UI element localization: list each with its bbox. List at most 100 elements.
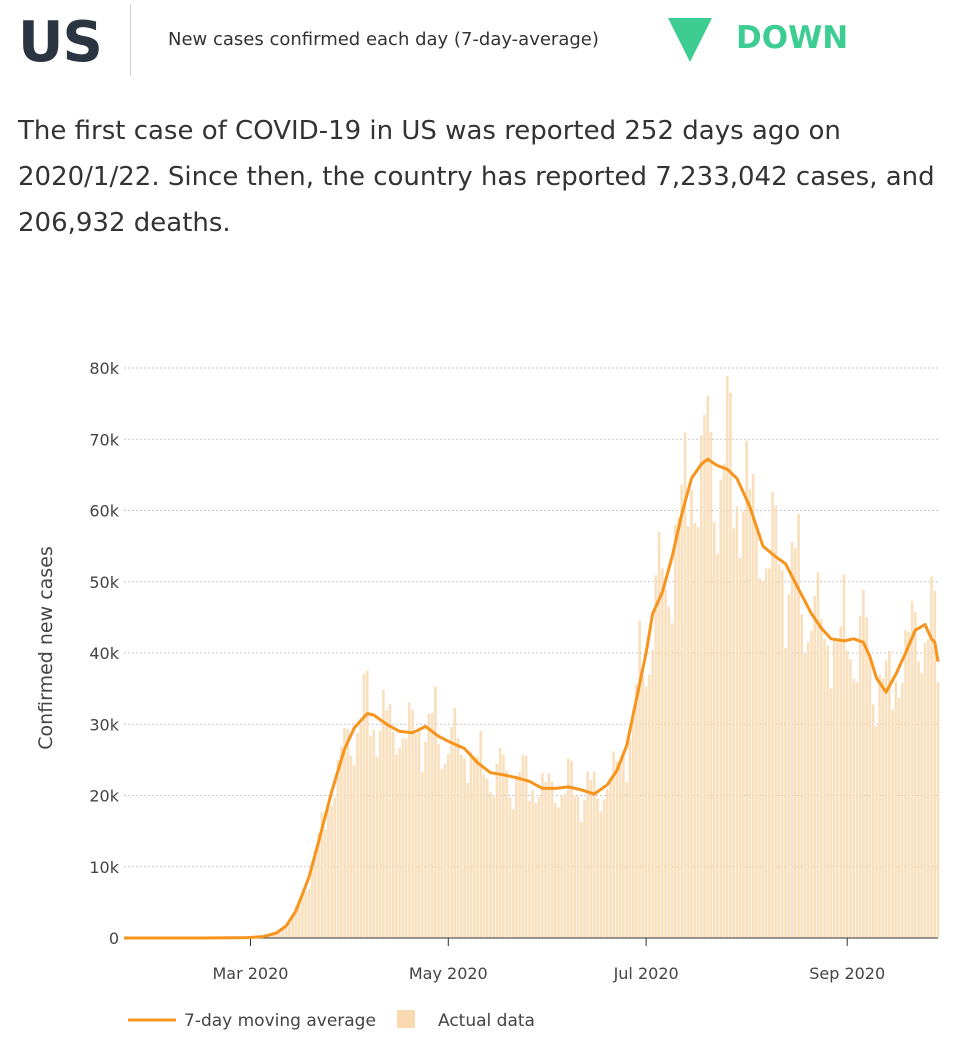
actual-data-bar [618, 764, 622, 938]
actual-data-bar [291, 914, 294, 938]
x-tick-label: Mar 2020 [212, 964, 288, 983]
actual-data-bar [459, 754, 463, 938]
actual-data-bar [592, 771, 596, 938]
actual-data-bar [787, 594, 791, 938]
actual-data-bar [875, 726, 878, 938]
x-tick-label: May 2020 [409, 964, 488, 983]
actual-data-bar [813, 596, 817, 938]
actual-data-bar [505, 770, 508, 938]
actual-data-bar [560, 795, 564, 938]
actual-data-bar [832, 638, 836, 938]
actual-data-bar [748, 489, 752, 938]
actual-data-bar [271, 933, 275, 938]
down-triangle-icon [668, 18, 712, 62]
actual-data-bar [408, 702, 411, 938]
x-axis: Mar 2020 May 2020 Jul 2020 Sep 2020 [124, 937, 938, 983]
actual-data-bar [576, 796, 580, 938]
metric-label: New cases confirmed each day (7-day-aver… [168, 29, 599, 50]
actual-data-bar [544, 782, 547, 938]
y-tick-label: 80k [89, 359, 119, 378]
actual-data-bar [476, 756, 479, 938]
trend-label: DOWN [736, 20, 849, 56]
actual-data-bar [352, 764, 356, 938]
actual-data-bar [926, 639, 930, 938]
actual-data-bar [845, 650, 849, 938]
y-tick-label: 70k [89, 430, 119, 449]
actual-data-bar [537, 796, 541, 938]
actual-data-bar [554, 802, 557, 938]
actual-data-bar [528, 800, 531, 938]
actual-data-bar [485, 778, 489, 938]
actual-data-bar [709, 431, 713, 938]
actual-data-bar [437, 743, 440, 938]
actual-data-bar [609, 777, 612, 938]
actual-data-bar [800, 614, 804, 938]
y-tick-label: 60k [89, 502, 119, 521]
actual-data-bar [806, 641, 810, 938]
actual-data-bar [677, 517, 680, 938]
actual-data-bar [456, 738, 460, 938]
actual-data-bar [411, 710, 414, 938]
actual-data-bar [443, 763, 447, 938]
actual-data-bar [819, 619, 823, 938]
actual-data-bar [336, 759, 340, 938]
actual-data-bar [914, 611, 917, 938]
actual-data-bar [589, 780, 593, 938]
actual-data-bar [690, 489, 693, 938]
actual-data-bar [667, 606, 671, 938]
actual-data-bar [868, 653, 872, 938]
actual-data-bar [839, 626, 843, 938]
actual-data-bar [674, 525, 677, 938]
actual-data-bar [884, 660, 888, 938]
actual-data-bar [803, 653, 807, 938]
actual-data-bar [599, 811, 603, 938]
actual-data-bar [518, 772, 521, 938]
actual-data-bar [479, 731, 483, 938]
actual-data-bar [391, 731, 395, 938]
actual-data-bar [901, 683, 904, 938]
actual-data-bar [781, 570, 784, 938]
actual-data-bar [680, 484, 684, 938]
summary-text: The first case of COVID-19 in US was rep… [18, 116, 935, 238]
actual-data-bar [628, 738, 632, 938]
actual-data-bar [498, 748, 502, 938]
actual-data-bar [735, 506, 739, 938]
actual-data-bar [849, 659, 852, 938]
actual-data-bar [323, 829, 327, 938]
actual-data-bar [936, 681, 940, 938]
actual-data-bar [732, 528, 735, 938]
y-tick-label: 30k [89, 715, 119, 734]
actual-data-bar [602, 799, 606, 938]
y-tick-label: 0 [109, 929, 119, 948]
y-tick-label: 10k [89, 858, 119, 877]
actual-data-bar [492, 796, 495, 938]
actual-data-bar [904, 629, 907, 938]
actual-data-bar [349, 755, 353, 938]
actual-data-bar [784, 648, 787, 938]
actual-data-bar [816, 571, 820, 938]
actual-data-bar [440, 768, 444, 938]
actual-data-bar [755, 525, 758, 938]
actual-data-bar [375, 756, 379, 938]
actual-data-bar [304, 891, 307, 938]
actual-data-bar [719, 479, 723, 938]
actual-data-bar [764, 568, 768, 938]
actual-data-bar [871, 704, 875, 938]
actual-data-bar [450, 727, 453, 938]
actual-data-bar [745, 440, 748, 938]
actual-data-bar [453, 707, 457, 938]
actual-data-bar [466, 782, 470, 938]
legend-label-actual: Actual data [438, 1011, 535, 1031]
actual-data-bar [362, 673, 366, 938]
actual-data-bar [631, 709, 635, 938]
actual-data-bar [761, 580, 765, 938]
cases-chart: 0 10k 20k 30k 40k 50k 60k 70k 80k Mar 2020 May 20… [35, 359, 940, 1031]
actual-data-bar [317, 833, 320, 938]
actual-data-bar [502, 754, 505, 938]
actual-data-bar [314, 849, 317, 938]
actual-data-bar [521, 755, 525, 938]
actual-data-bar [301, 894, 304, 938]
y-axis: 0 10k 20k 30k 40k 50k 60k 70k 80k [89, 359, 119, 948]
actual-data-bar [281, 929, 285, 938]
actual-data-bar [644, 686, 648, 938]
